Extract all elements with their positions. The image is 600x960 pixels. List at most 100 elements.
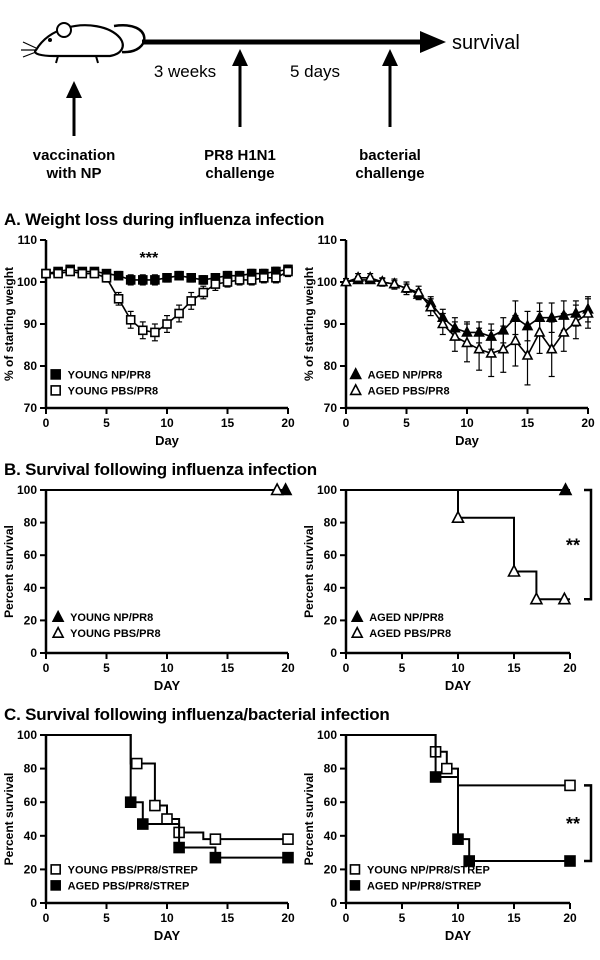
data-marker	[557, 325, 570, 337]
data-marker	[125, 275, 136, 285]
chart-text: **	[566, 536, 580, 556]
pr8-challenge-arrow-icon	[232, 49, 248, 127]
data-marker	[65, 266, 75, 277]
chart-young-weight-loss: 70 80 90 100 110 0 5 10 15 20 Day % of starting wei…	[2, 233, 295, 448]
chart-text: 0	[43, 911, 50, 925]
data-marker	[570, 315, 582, 327]
chart-text: 80	[24, 516, 38, 530]
data-marker	[162, 319, 172, 329]
chart-text: 80	[324, 516, 338, 530]
data-marker	[376, 275, 389, 287]
panel-a-title: A. Weight loss during influenza infectio…	[4, 210, 325, 229]
vaccination-label-line2: with NP	[46, 165, 102, 182]
chart-text: 20	[281, 416, 295, 430]
data-marker	[340, 275, 352, 287]
chart-text: 80	[24, 762, 38, 776]
chart-text: 20	[563, 911, 577, 925]
chart-text: DAY	[154, 678, 181, 693]
experiment-timeline-schematic: survival 3 weeks 5 days vaccination with…	[21, 22, 520, 182]
chart-text: AGED NP/PR8	[368, 369, 443, 381]
mouse-ear-icon	[56, 22, 72, 38]
data-marker	[186, 272, 196, 283]
chart-text: 15	[507, 661, 521, 675]
data-marker	[350, 625, 364, 638]
data-marker	[113, 270, 124, 281]
data-marker	[424, 300, 437, 312]
chart-text: 10	[160, 661, 174, 675]
chart-text: 0	[43, 416, 50, 430]
data-marker	[349, 880, 361, 891]
data-marker	[50, 880, 61, 891]
series-aged-pbs-pr8-strep	[46, 734, 294, 864]
chart-text: YOUNG NP/PR8	[70, 612, 153, 624]
chart-text: YOUNG PBS/PR8	[70, 628, 160, 640]
chart-text: 110	[18, 233, 38, 247]
data-marker	[77, 268, 88, 279]
chart-text: 0	[30, 646, 37, 660]
chart-text: 40	[24, 829, 38, 843]
data-marker	[173, 841, 185, 854]
data-marker	[113, 294, 124, 304]
data-marker	[138, 325, 148, 336]
chart-text: Percent survival	[302, 525, 316, 618]
data-marker	[51, 609, 65, 622]
chart-text: 20	[281, 661, 295, 675]
chart-text: Day	[155, 433, 180, 448]
pr8-label-line2: challenge	[205, 165, 274, 182]
chart-aged-weight-loss: 70 80 90 100 110 0 5 10 15 20 Day % of starting wei…	[302, 233, 595, 448]
data-marker	[210, 279, 221, 289]
chart-survival-np-strep: 0 20 40 60 80 100 0 5 10 15 20 DAY Percent survival Y…	[302, 728, 593, 943]
data-marker	[436, 317, 449, 329]
chart-young-weight-loss: 70 80 90 100 110 0 5 10 15 20 Day % of starting wei…	[2, 233, 295, 448]
data-marker	[545, 342, 558, 354]
chart-text: 100	[317, 728, 337, 742]
mouse-whiskers	[21, 41, 37, 58]
chart-text: 40	[324, 829, 338, 843]
data-marker	[101, 272, 112, 283]
data-marker	[521, 348, 534, 360]
data-marker	[283, 266, 293, 277]
chart-text: 5	[103, 416, 110, 430]
chart-text: 15	[507, 911, 521, 925]
data-marker	[497, 342, 510, 354]
chart-text: 20	[581, 416, 595, 430]
data-marker	[364, 271, 377, 283]
chart-text: 0	[30, 896, 37, 910]
data-marker	[234, 275, 245, 285]
data-marker	[429, 771, 442, 783]
chart-text: 10	[160, 416, 174, 430]
chart-text: 40	[324, 581, 338, 595]
data-marker	[349, 864, 361, 875]
chart-text: AGED PBS/PR8	[369, 628, 451, 640]
data-marker	[89, 268, 100, 279]
panel-b-charts: 0 20 40 60 80 100 0 5 10 15 20 DAY Percent survival Y…	[0, 480, 600, 695]
chart-text: 20	[563, 661, 577, 675]
chart-text: YOUNG NP/PR8	[68, 369, 151, 381]
mouse-feet	[55, 55, 99, 64]
chart-text: ***	[140, 250, 159, 267]
data-marker	[149, 799, 161, 812]
data-marker	[222, 277, 233, 287]
data-marker	[282, 833, 294, 845]
data-marker	[463, 855, 475, 867]
chart-text: 15	[221, 661, 235, 675]
chart-text: 0	[343, 661, 350, 675]
chart-text: AGED NP/PR8/STREP	[367, 880, 481, 892]
series-young-pbs-pr8-strep	[46, 734, 294, 845]
chart-text: DAY	[445, 928, 472, 943]
chart-text: 5	[103, 661, 110, 675]
data-marker	[209, 833, 222, 845]
chart-survival-np-strep: 0 20 40 60 80 100 0 5 10 15 20 DAY Percent survival Y…	[302, 728, 593, 943]
data-marker	[282, 851, 294, 864]
data-marker	[53, 268, 63, 279]
chart-text: 60	[24, 548, 38, 562]
data-marker	[451, 509, 465, 524]
chart-text: 0	[343, 416, 350, 430]
chart-young-survival-influenza: 0 20 40 60 80 100 0 5 10 15 20 DAY Percent survival Y…	[2, 482, 295, 693]
data-marker	[198, 287, 209, 298]
data-marker	[388, 277, 401, 289]
series-aged-pbs-pr8	[346, 489, 572, 605]
data-marker	[270, 482, 284, 496]
chart-text: % of starting weight	[302, 267, 316, 381]
series-aged-pbs-pr8	[340, 271, 594, 386]
